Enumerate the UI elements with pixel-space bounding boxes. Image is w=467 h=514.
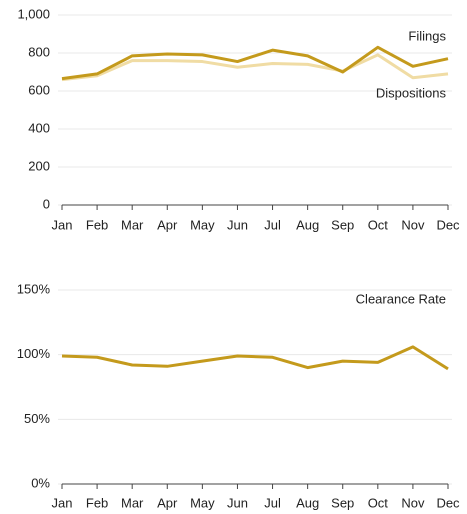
x-tick-label: Aug	[296, 495, 319, 510]
x-tick-label: Dec	[436, 495, 460, 510]
x-tick-label: May	[190, 217, 215, 232]
y-tick-label: 1,000	[17, 6, 50, 21]
series-line	[61, 53, 449, 82]
x-tick-label: Jan	[52, 217, 73, 232]
y-tick-label: 600	[28, 82, 50, 97]
x-tick-label: Oct	[368, 217, 389, 232]
series-line	[61, 45, 449, 81]
x-tick-label: Mar	[121, 495, 144, 510]
x-tick-label: Apr	[157, 495, 178, 510]
y-tick-label: 800	[28, 44, 50, 59]
x-tick-label: Jul	[264, 217, 281, 232]
x-tick-label: Jun	[227, 217, 248, 232]
y-tick-label: 400	[28, 120, 50, 135]
series-line	[61, 345, 449, 371]
x-tick-label: Aug	[296, 217, 319, 232]
x-tick-label: May	[190, 495, 215, 510]
y-tick-label: 0%	[31, 475, 50, 490]
x-tick-label: Nov	[401, 217, 425, 232]
x-tick-label: Oct	[368, 495, 389, 510]
x-tick-label: Sep	[331, 217, 354, 232]
x-tick-label: Dec	[436, 217, 460, 232]
x-tick-label: Jan	[52, 495, 73, 510]
x-tick-label: Sep	[331, 495, 354, 510]
x-tick-label: Feb	[86, 217, 108, 232]
x-tick-label: Nov	[401, 495, 425, 510]
y-tick-label: 100%	[17, 346, 51, 361]
series-label: Dispositions	[376, 85, 447, 100]
x-tick-label: Jun	[227, 495, 248, 510]
y-tick-label: 0	[43, 196, 50, 211]
y-tick-label: 50%	[24, 411, 50, 426]
x-tick-label: Feb	[86, 495, 108, 510]
series-label: Filings	[408, 28, 446, 43]
x-tick-label: Mar	[121, 217, 144, 232]
series-label: Clearance Rate	[356, 291, 446, 306]
y-tick-label: 150%	[17, 281, 51, 296]
x-tick-label: Apr	[157, 217, 178, 232]
x-tick-label: Jul	[264, 495, 281, 510]
y-tick-label: 200	[28, 158, 50, 173]
